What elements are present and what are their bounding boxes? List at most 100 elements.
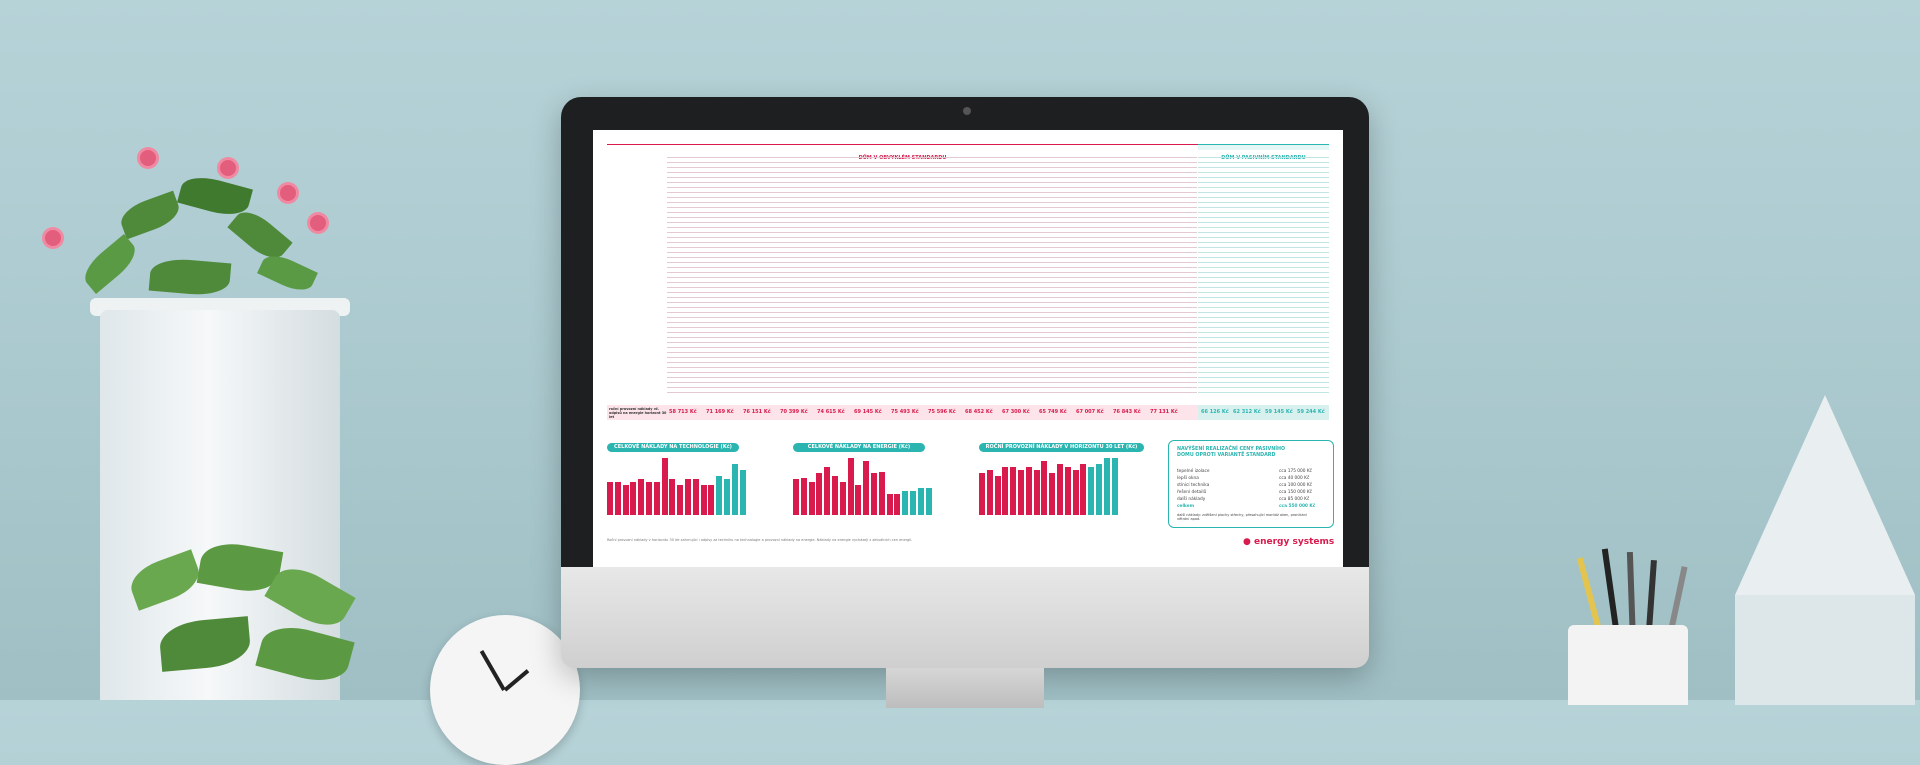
- chart-bar: [847, 458, 854, 515]
- table-row-passive: [1198, 292, 1329, 293]
- chart-bar: [614, 482, 621, 515]
- table-row-passive: [1198, 317, 1329, 318]
- chart-bar: [808, 482, 815, 515]
- table-row-passive: [1198, 222, 1329, 223]
- table-row: [667, 172, 1197, 173]
- total-value-standard: 70 399 Kč: [780, 409, 808, 415]
- chart-bar: [871, 473, 877, 515]
- monitor-stand: [886, 668, 1044, 708]
- table-row-passive: [1198, 282, 1329, 283]
- chart-bar: [917, 488, 924, 515]
- chart-bar: [1018, 470, 1024, 515]
- total-value-standard: 71 169 Kč: [706, 409, 734, 415]
- chart-energy: [793, 455, 963, 525]
- table-row: [667, 167, 1197, 168]
- header-passive: DŮM V PASIVNÍM STANDARDU: [1198, 144, 1329, 161]
- total-value-standard: 67 300 Kč: [1002, 409, 1030, 415]
- total-row-standard: [607, 405, 1198, 420]
- info-box: NAVÝŠENÍ REALIZAČNÍ CENY PASIVNÍHO DOMU …: [1168, 440, 1334, 528]
- table-row: [667, 367, 1197, 368]
- table-row-passive: [1198, 247, 1329, 248]
- total-row-passive: [1198, 405, 1329, 420]
- chart-bar: [863, 461, 870, 515]
- table-row-passive: [1198, 217, 1329, 218]
- chart-bar: [994, 476, 1001, 515]
- table-row: [667, 262, 1197, 263]
- table-row: [667, 272, 1197, 273]
- table-row: [667, 382, 1197, 383]
- info-row-value: cca 40 000 Kč: [1279, 476, 1310, 481]
- chart-bar: [638, 479, 645, 515]
- table-row: [667, 157, 1197, 158]
- table-row: [667, 312, 1197, 313]
- chart-bar: [692, 479, 699, 515]
- footnote: Roční provozní náklady v horizontu 30 le…: [607, 538, 913, 542]
- total-value-standard: 76 843 Kč: [1113, 409, 1141, 415]
- chart-bar: [646, 482, 652, 515]
- total-row-label: roční provozní náklady vč. odpisů na ene…: [609, 407, 667, 419]
- chart-bar: [832, 476, 838, 515]
- table-row: [667, 392, 1197, 393]
- chart-bar: [839, 482, 846, 515]
- chart-bar: [700, 485, 707, 515]
- chart-bar: [677, 485, 684, 515]
- table-row-passive: [1198, 267, 1329, 268]
- info-row-value: cca 85 000 Kč: [1279, 497, 1310, 502]
- table-row-passive: [1198, 337, 1329, 338]
- table-row-passive: [1198, 172, 1329, 173]
- chart-technology: [607, 455, 777, 525]
- monitor-screen: DŮM V OBVYKLÉM STANDARDU DŮM V PASIVNÍM …: [593, 130, 1343, 567]
- table-row: [667, 232, 1197, 233]
- pencil-holder: [1568, 625, 1688, 705]
- chart-bar: [1064, 467, 1071, 515]
- table-row-passive: [1198, 377, 1329, 378]
- total-value-standard: 77 131 Kč: [1150, 409, 1178, 415]
- table-row-passive: [1198, 342, 1329, 343]
- chart-bar: [630, 482, 637, 515]
- chart-bar: [1041, 461, 1048, 515]
- chart-bar: [793, 479, 799, 515]
- info-row-value: cca 150 000 Kč: [1279, 490, 1313, 495]
- table-row: [667, 357, 1197, 358]
- chart-bar: [1072, 470, 1079, 515]
- table-row: [667, 207, 1197, 208]
- chart-bar: [1002, 467, 1009, 515]
- chart-bar: [1057, 464, 1063, 515]
- table-row-passive: [1198, 167, 1329, 168]
- chart-bar: [653, 482, 660, 515]
- table-row: [667, 347, 1197, 348]
- table-row: [667, 372, 1197, 373]
- info-title: NAVÝŠENÍ REALIZAČNÍ CENY PASIVNÍHO DOMU …: [1177, 447, 1286, 458]
- monitor-chin: [561, 567, 1369, 668]
- table-row: [667, 332, 1197, 333]
- chart-bar: [739, 470, 746, 515]
- table-row: [667, 192, 1197, 193]
- table-row-passive: [1198, 327, 1329, 328]
- logo: ● energy systems: [1243, 537, 1335, 547]
- info-row-label: tepelné izolace: [1177, 469, 1210, 474]
- table-row: [667, 297, 1197, 298]
- info-row-label: řešení detailů: [1177, 490, 1207, 495]
- table-row: [667, 317, 1197, 318]
- table-row: [667, 287, 1197, 288]
- table-row-passive: [1198, 392, 1329, 393]
- table-row: [667, 377, 1197, 378]
- chart-bar: [731, 464, 738, 515]
- table-row-passive: [1198, 357, 1329, 358]
- table-row: [667, 282, 1197, 283]
- table-row-passive: [1198, 367, 1329, 368]
- table-row: [667, 197, 1197, 198]
- table-row-passive: [1198, 177, 1329, 178]
- table-row-passive: [1198, 187, 1329, 188]
- info-row-value: cca 175 000 Kč: [1279, 469, 1313, 474]
- total-value-standard: 67 007 Kč: [1076, 409, 1104, 415]
- lamp-shade: [1735, 395, 1915, 595]
- webcam-icon: [963, 107, 971, 115]
- table-row-passive: [1198, 182, 1329, 183]
- chart-bar: [724, 479, 730, 515]
- chart-bar: [910, 491, 916, 515]
- table-row: [667, 387, 1197, 388]
- table-row-passive: [1198, 332, 1329, 333]
- chart-bar: [685, 479, 691, 515]
- table-row: [667, 267, 1197, 268]
